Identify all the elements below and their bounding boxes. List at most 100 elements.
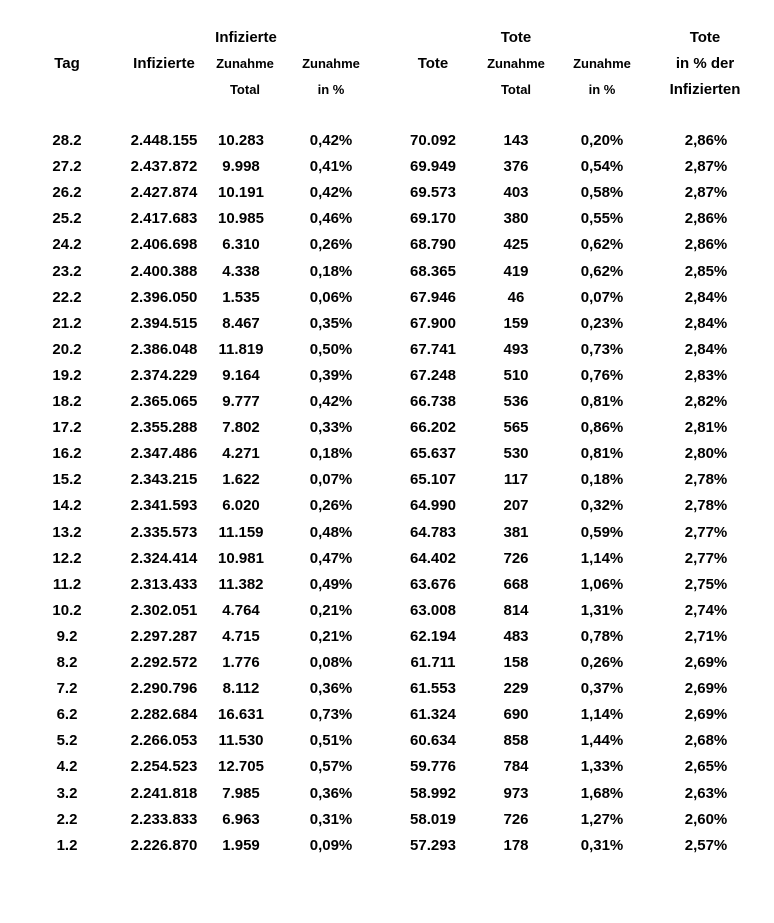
cell-tag: 12.2 (52, 549, 82, 567)
cell-inf-zunahme: 4.271 (222, 445, 260, 463)
cell-tag: 27.2 (52, 158, 82, 176)
cell-tote-zunahme: 530 (503, 445, 529, 463)
cell-ratio: 2,68% (684, 732, 728, 750)
header-tote: Tote (417, 55, 449, 72)
cell-tote: 65.107 (410, 471, 456, 489)
cell-ratio: 2,80% (684, 445, 728, 463)
cell-tag: 5.2 (56, 732, 78, 750)
cell-tote-pct: 0,86% (580, 419, 624, 437)
header-ratio-line1: Tote (689, 29, 721, 46)
cell-tote-pct: 1,14% (580, 549, 624, 567)
cell-tote-pct: 0,73% (580, 340, 624, 358)
cell-tote: 67.248 (410, 366, 456, 384)
cell-tote-pct: 0,26% (580, 654, 624, 671)
cell-tag: 24.2 (52, 236, 82, 254)
cell-inf-zunahme: 10.191 (218, 184, 264, 202)
cell-tote-pct: 0,55% (580, 210, 624, 228)
cell-inf-pct: 0,47% (309, 549, 353, 567)
cell-tag: 1.2 (56, 836, 78, 854)
table-row: 26.2 2.427.874 10.191 0,42% 69.573 403 0,58% 2,… (0, 184, 774, 210)
cell-infizierte: 2.394.515 (130, 314, 198, 332)
table-row: 25.2 2.417.683 10.985 0,46% 69.170 380 0,55% 2,… (0, 210, 774, 236)
cell-infizierte: 2.355.288 (130, 419, 198, 437)
cell-tote: 58.992 (410, 784, 456, 802)
cell-tote-pct: 0,62% (580, 236, 624, 254)
table-row: 7.2 2.290.796 8.112 0,36% 61.553 229 0,37% 2,69… (0, 680, 774, 706)
cell-inf-zunahme: 9.164 (222, 366, 260, 384)
cell-tote-pct: 0,18% (580, 471, 624, 489)
cell-tote: 64.402 (410, 549, 456, 567)
cell-tag: 3.2 (56, 784, 78, 802)
cell-infizierte: 2.341.593 (130, 497, 198, 515)
cell-tote-pct: 0,32% (580, 497, 624, 515)
cell-inf-pct: 0,48% (309, 523, 353, 541)
cell-tote-zunahme: 419 (503, 262, 529, 280)
cell-inf-zunahme: 6.020 (222, 497, 260, 515)
header-infizierte: Infizierte (133, 55, 195, 72)
header-inf-zunahme: Zunahme (216, 56, 274, 71)
cell-tag: 22.2 (52, 288, 82, 306)
cell-infizierte: 2.226.870 (130, 836, 198, 854)
cell-tote-zunahme: 784 (503, 758, 529, 776)
cell-ratio: 2,78% (684, 497, 728, 515)
table-row: 15.2 2.343.215 1.622 0,07% 65.107 117 0,18% 2,7… (0, 471, 774, 497)
cell-infizierte: 2.233.833 (130, 810, 198, 828)
cell-ratio: 2,57% (684, 836, 728, 854)
cell-tote: 64.783 (410, 523, 456, 541)
cell-infizierte: 2.266.053 (130, 732, 198, 750)
table-row: 1.2 2.226.870 1.959 0,09% 57.293 178 0,31% 2,57… (0, 837, 774, 863)
cell-inf-pct: 0,09% (309, 836, 353, 854)
cell-inf-pct: 0,49% (309, 575, 353, 593)
cell-tote: 69.949 (410, 158, 456, 176)
cell-inf-zunahme: 6.310 (222, 236, 260, 254)
cell-infizierte: 2.241.818 (130, 784, 198, 802)
cell-tag: 23.2 (52, 262, 82, 280)
cell-tote: 63.676 (410, 575, 456, 593)
cell-tag: 16.2 (52, 445, 82, 463)
cell-inf-zunahme: 11.159 (218, 523, 264, 541)
cell-inf-zunahme: 10.985 (218, 210, 264, 228)
cell-ratio: 2,74% (684, 601, 728, 619)
cell-inf-pct: 0,41% (309, 158, 353, 176)
cell-infizierte: 2.343.215 (130, 471, 198, 489)
header-inf-zunahme-pct: Zunahme (302, 56, 360, 71)
cell-inf-zunahme: 4.338 (222, 262, 260, 280)
table-row: 11.2 2.313.433 11.382 0,49% 63.676 668 1,06% 2,… (0, 576, 774, 602)
cell-inf-pct: 0,07% (309, 471, 353, 489)
table-row: 28.2 2.448.155 10.283 0,42% 70.092 143 0,20% 2,… (0, 132, 774, 158)
cell-tag: 10.2 (52, 601, 82, 619)
cell-ratio: 2,69% (684, 680, 728, 698)
cell-infizierte: 2.374.229 (130, 366, 198, 384)
cell-tote-zunahme: 726 (503, 810, 529, 828)
table-row: 6.2 2.282.684 16.631 0,73% 61.324 690 1,14% 2,6… (0, 706, 774, 732)
table-row: 8.2 2.292.572 1.776 0,08% 61.711 158 0,26% 2,69… (0, 654, 774, 680)
cell-tote-pct: 1,33% (580, 758, 624, 776)
cell-tote-zunahme: 178 (503, 836, 529, 854)
cell-inf-pct: 0,31% (309, 810, 353, 828)
cell-tote: 68.365 (410, 262, 456, 280)
header-inf-total: Total (229, 82, 261, 97)
cell-inf-pct: 0,35% (309, 314, 353, 332)
cell-tag: 13.2 (52, 523, 82, 541)
cell-inf-zunahme: 8.112 (222, 680, 260, 698)
cell-tote: 59.776 (410, 758, 456, 776)
cell-tote: 61.711 (410, 654, 456, 671)
cell-tote-pct: 0,62% (580, 262, 624, 280)
cell-inf-pct: 0,46% (309, 210, 353, 228)
cell-tag: 17.2 (52, 419, 82, 437)
cell-tote-zunahme: 376 (503, 158, 529, 176)
table-row: 23.2 2.400.388 4.338 0,18% 68.365 419 0,62% 2,8… (0, 263, 774, 289)
cell-tote-zunahme: 380 (503, 210, 529, 228)
cell-tote-zunahme: 207 (503, 497, 529, 515)
table-row: 3.2 2.241.818 7.985 0,36% 58.992 973 1,68% 2,63… (0, 785, 774, 811)
cell-infizierte: 2.400.388 (130, 262, 198, 280)
cell-ratio: 2,87% (684, 158, 728, 176)
table-row: 27.2 2.437.872 9.998 0,41% 69.949 376 0,54% 2,8… (0, 158, 774, 184)
table-row: 2.2 2.233.833 6.963 0,31% 58.019 726 1,27% 2,60… (0, 811, 774, 837)
cell-tote-zunahme: 158 (503, 654, 529, 671)
cell-inf-zunahme: 9.777 (222, 393, 260, 410)
cell-tote: 60.634 (410, 732, 456, 750)
cell-inf-pct: 0,26% (309, 497, 353, 515)
cell-tote-zunahme: 668 (503, 575, 529, 593)
cell-ratio: 2,84% (684, 340, 728, 358)
